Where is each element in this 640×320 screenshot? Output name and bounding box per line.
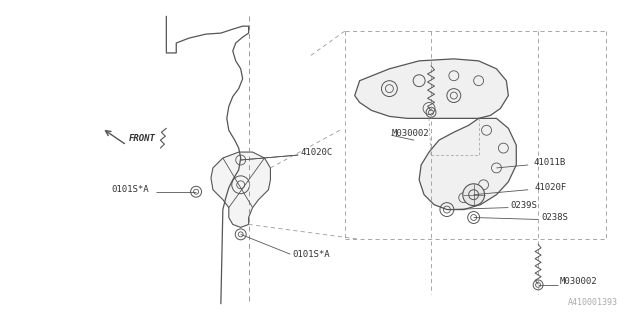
Circle shape <box>463 184 484 206</box>
Polygon shape <box>419 118 516 210</box>
Text: 0239S: 0239S <box>510 201 537 210</box>
Polygon shape <box>211 152 271 228</box>
Text: FRONT: FRONT <box>129 134 156 143</box>
Text: 41011B: 41011B <box>533 158 565 167</box>
Polygon shape <box>355 59 508 118</box>
Text: 0238S: 0238S <box>541 213 568 222</box>
Text: 41020F: 41020F <box>534 183 566 192</box>
Text: 41020C: 41020C <box>300 148 332 156</box>
Text: 0101S*A: 0101S*A <box>292 250 330 259</box>
Text: M030002: M030002 <box>392 129 429 138</box>
Text: A410001393: A410001393 <box>568 298 618 307</box>
Text: M030002: M030002 <box>560 277 598 286</box>
Text: 0101S*A: 0101S*A <box>112 185 150 194</box>
